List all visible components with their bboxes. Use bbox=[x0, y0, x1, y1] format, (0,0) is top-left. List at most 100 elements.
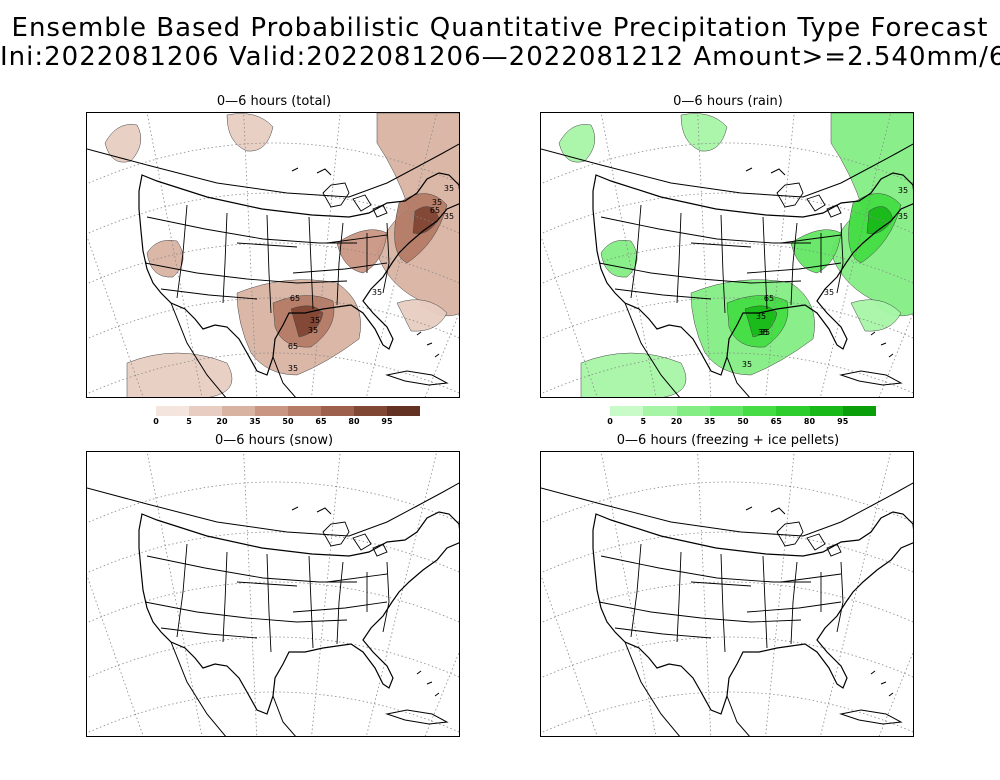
state-border bbox=[308, 555, 314, 649]
state-border bbox=[630, 543, 642, 638]
state-border bbox=[236, 242, 298, 248]
latitude-line bbox=[87, 691, 459, 734]
latitude-line bbox=[87, 142, 459, 185]
precip-contour-region bbox=[600, 240, 638, 278]
state-border bbox=[790, 561, 798, 645]
great-lake bbox=[826, 204, 842, 218]
coastline bbox=[138, 511, 459, 715]
longitude-line bbox=[820, 113, 892, 397]
colorbar-cell bbox=[189, 406, 222, 416]
contour-label: 35 bbox=[308, 326, 318, 335]
state-border bbox=[144, 262, 348, 284]
colorbar-tick-label: 65 bbox=[770, 417, 782, 426]
precip-fill bbox=[104, 113, 459, 397]
great-lake bbox=[806, 194, 826, 212]
contour-label: 35 bbox=[898, 212, 908, 221]
colorbar-cell bbox=[387, 406, 420, 416]
canada-border bbox=[541, 143, 913, 198]
canada-border bbox=[87, 482, 459, 537]
panel-title-snow: 0—6 hours (snow) bbox=[214, 433, 334, 448]
precip-contour-region bbox=[336, 229, 388, 274]
cuba-coast bbox=[385, 709, 449, 725]
contour-label: 35 bbox=[432, 198, 442, 207]
state-border bbox=[222, 212, 228, 304]
colorbar-tick-label: 95 bbox=[381, 417, 393, 426]
cuba-coast bbox=[839, 370, 903, 386]
longitude-line bbox=[366, 452, 438, 736]
latitude-line bbox=[541, 581, 913, 624]
map-snow bbox=[86, 451, 460, 737]
state-border bbox=[146, 216, 357, 244]
state-border bbox=[336, 561, 344, 645]
colorbar-tick-label: 20 bbox=[670, 417, 683, 426]
lake-fragments bbox=[745, 506, 786, 515]
contour-label: 35 bbox=[760, 328, 770, 337]
contour-label: 65 bbox=[430, 206, 440, 215]
state-border bbox=[630, 204, 642, 299]
contour-label: 35 bbox=[756, 312, 766, 321]
state-border bbox=[836, 222, 844, 294]
latitude-line bbox=[541, 142, 913, 185]
mexico-coast bbox=[170, 302, 296, 397]
colorbar-total bbox=[156, 406, 420, 416]
mexico-coast bbox=[624, 641, 750, 736]
contour-label: 65 bbox=[288, 342, 298, 351]
precip-contour-region bbox=[744, 305, 778, 338]
longitude-line bbox=[541, 452, 543, 737]
great-lake bbox=[806, 533, 826, 551]
bahamas bbox=[870, 670, 894, 697]
state-border bbox=[836, 561, 844, 633]
great-lake bbox=[352, 194, 372, 212]
colorbar-cell bbox=[709, 406, 743, 416]
longitude-line bbox=[600, 113, 657, 397]
chart-title: Ensemble Based Probabilistic Quantitativ… bbox=[11, 13, 989, 43]
state-border bbox=[598, 601, 802, 623]
lat-lon-gridlines bbox=[541, 452, 913, 737]
longitude-line bbox=[366, 113, 438, 397]
state-border bbox=[236, 581, 298, 587]
great-lake bbox=[826, 543, 842, 557]
panel-title-total: 0—6 hours (total) bbox=[216, 94, 332, 109]
colorbar-tick-label: 50 bbox=[737, 417, 749, 426]
state-border bbox=[746, 262, 842, 274]
contour-label: 35 bbox=[444, 212, 454, 221]
state-border bbox=[292, 601, 388, 613]
colorbar-cell bbox=[288, 406, 321, 416]
colorbar-cell bbox=[643, 406, 677, 416]
state-border bbox=[266, 214, 272, 314]
contour-label: 65 bbox=[290, 294, 300, 303]
contour-label: 35 bbox=[310, 316, 320, 325]
contour-label: 35 bbox=[288, 364, 298, 373]
colorbar-rain-labels: 0 5 20 35 50 65 80 95 bbox=[607, 417, 876, 429]
colorbar-tick-label: 35 bbox=[249, 417, 261, 426]
panel-title-rain: 0—6 hours (rain) bbox=[673, 94, 783, 109]
great-lake bbox=[372, 204, 388, 218]
longitude-line bbox=[878, 651, 913, 736]
colorbar-cell bbox=[354, 406, 387, 416]
state-border bbox=[382, 561, 390, 633]
canada-border bbox=[87, 143, 459, 198]
precip-contour-region bbox=[580, 352, 687, 397]
contour-label: 35 bbox=[444, 184, 454, 193]
colorbar-cell bbox=[776, 406, 810, 416]
lat-lon-gridlines bbox=[541, 113, 913, 397]
latitude-line bbox=[87, 242, 459, 285]
state-border bbox=[790, 222, 798, 306]
bahamas bbox=[416, 670, 440, 697]
latitude-line bbox=[87, 352, 459, 395]
longitude-line bbox=[697, 452, 712, 736]
longitude-line bbox=[765, 452, 795, 736]
state-border bbox=[266, 553, 272, 653]
colorbar-cell bbox=[743, 406, 777, 416]
colorbar-tick-label: 80 bbox=[348, 417, 360, 426]
coastline bbox=[138, 172, 459, 376]
state-border bbox=[160, 627, 258, 639]
colorbar-tick-label: 50 bbox=[282, 417, 294, 426]
precip-contour-region bbox=[680, 113, 728, 152]
longitude-line bbox=[146, 113, 203, 397]
state-border bbox=[598, 262, 802, 284]
lake-fragments bbox=[291, 167, 332, 176]
longitude-line bbox=[541, 574, 598, 736]
